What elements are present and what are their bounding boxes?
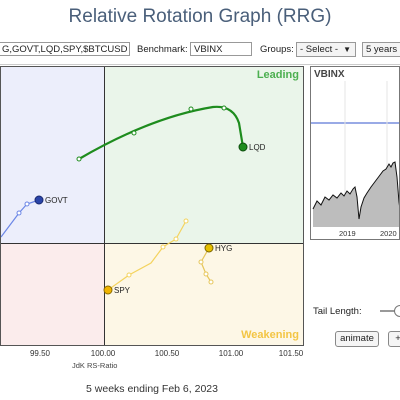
benchmark-mini-chart: VBINX 2019 2020 <box>310 66 400 240</box>
lqd-point <box>188 106 194 112</box>
lqd-point <box>221 105 227 111</box>
hyg-head <box>204 243 214 253</box>
lqd-head <box>238 142 248 152</box>
groups-select[interactable]: - Select - ▼ <box>296 42 356 57</box>
govt-point <box>16 210 22 216</box>
leading-label: Leading <box>256 69 299 81</box>
x-tick: 101.00 <box>218 349 244 358</box>
controls-bar: G,GOVT,LQD,SPY,$BTCUSD Benchmark: VBINX … <box>0 40 400 60</box>
govt-point <box>24 201 30 207</box>
period-selected-value: 5 years <box>366 44 398 55</box>
lagging-quadrant <box>1 243 104 345</box>
weakening-quadrant <box>104 243 303 345</box>
rs-ratio-100-line <box>104 67 105 345</box>
x-axis-ticks: 99.50 100.00 100.50 101.00 101.50 <box>0 349 304 361</box>
benchmark-label: Benchmark: <box>137 44 188 55</box>
spy-point <box>183 218 189 224</box>
period-select[interactable]: 5 years <box>362 42 400 57</box>
spy-head <box>103 285 113 295</box>
hyg-label: HYG <box>215 244 232 253</box>
symbols-input[interactable]: G,GOVT,LQD,SPY,$BTCUSD <box>0 42 130 56</box>
mini-chart-plot <box>311 81 399 227</box>
mini-year-label: 2020 <box>380 229 397 238</box>
spy-point <box>160 244 166 250</box>
rrg-tails: LQD GOVT HYG SPY <box>1 105 266 295</box>
spy-point <box>173 236 179 242</box>
hyg-tail <box>200 247 212 283</box>
hyg-point <box>198 259 204 265</box>
govt-label: GOVT <box>45 196 68 205</box>
rs-momentum-100-line <box>1 243 303 244</box>
header-divider <box>0 64 400 65</box>
hyg-point <box>203 271 209 277</box>
x-axis-label: JdK RS-Ratio <box>72 361 118 370</box>
govt-tail <box>1 199 40 238</box>
groups-label: Groups: <box>260 44 294 55</box>
lqd-label: LQD <box>249 143 266 152</box>
mini-price-line <box>312 161 399 220</box>
lqd-tail <box>78 105 245 160</box>
lqd-point <box>76 156 82 162</box>
x-tick: 100.00 <box>90 349 116 358</box>
x-tick: 99.50 <box>29 349 51 358</box>
lqd-point <box>131 130 137 136</box>
x-tick: 100.50 <box>154 349 180 358</box>
hyg-point <box>208 279 214 285</box>
groups-selected-value: - Select - <box>300 44 339 55</box>
spy-label: SPY <box>114 286 131 295</box>
benchmark-input[interactable]: VBINX <box>190 42 252 56</box>
animate-button[interactable]: animate <box>335 331 379 347</box>
mini-year-label: 2019 <box>339 229 356 238</box>
weakening-label: Weakening <box>241 329 299 341</box>
x-tick: 101.50 <box>278 349 304 358</box>
chevron-down-icon: ▼ <box>343 45 351 54</box>
spy-tail <box>107 220 187 291</box>
tail-length-slider[interactable] <box>380 305 400 317</box>
slider-track <box>380 310 400 312</box>
plus-button[interactable]: + <box>388 331 400 347</box>
govt-head <box>34 195 44 205</box>
tail-length-label: Tail Length: <box>313 306 362 317</box>
mini-chart-title: VBINX <box>314 69 345 80</box>
leading-quadrant <box>104 67 303 243</box>
slider-thumb[interactable] <box>394 305 400 317</box>
rrg-chart[interactable]: Leading Weakening LQD GOVT HYG SPY <box>0 66 304 346</box>
period-footer: 5 weeks ending Feb 6, 2023 <box>86 383 218 395</box>
page-title: Relative Rotation Graph (RRG) <box>68 6 332 27</box>
spy-point <box>126 272 132 278</box>
